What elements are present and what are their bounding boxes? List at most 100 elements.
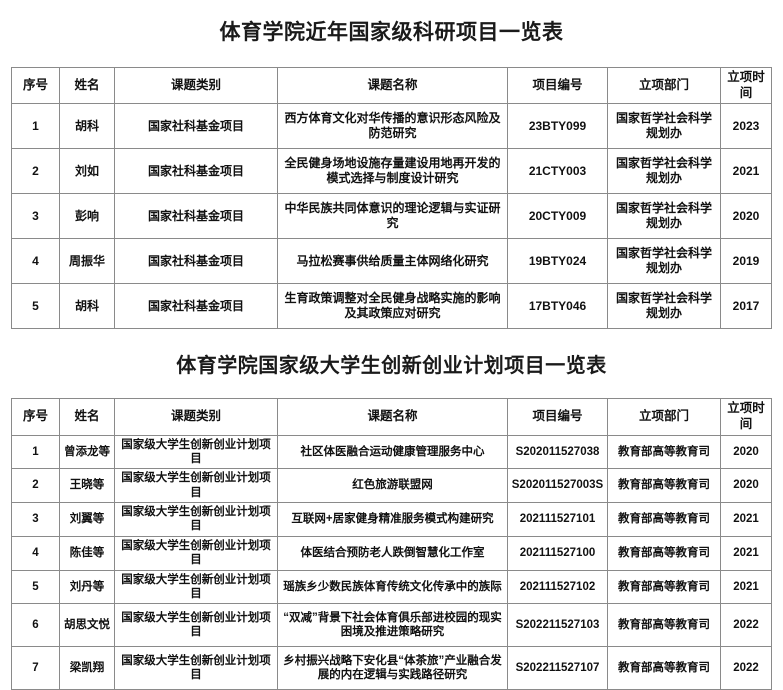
cell-project-title: 体医结合预防老人跌倒智慧化工作室 xyxy=(277,535,508,571)
cell-project-title: 全民健身场地设施存量建设用地再开发的模式选择与制度设计研究 xyxy=(277,148,508,195)
cell-code: S202011527003S xyxy=(507,468,608,503)
table-row: 7 梁凯翔 国家级大学生创新创业计划项目 乡村振兴战略下安化县“体茶旅”产业融合… xyxy=(11,646,772,690)
column-header-year: 立项时间 xyxy=(720,67,772,105)
cell-department: 国家哲学社会科学规划办 xyxy=(607,238,721,285)
cell-category: 国家社科基金项目 xyxy=(114,148,278,195)
column-header-name: 姓名 xyxy=(59,67,115,105)
cell-year: 2020 xyxy=(720,434,772,470)
table-row: 3 刘翼等 国家级大学生创新创业计划项目 互联网+居家健身精准服务模式构建研究 … xyxy=(11,502,772,537)
cell-category: 国家级大学生创新创业计划项目 xyxy=(114,535,278,571)
cell-department: 教育部高等教育司 xyxy=(607,502,721,537)
cell-project-title: 生育政策调整对全民健身战略实施的影响及其政策应对研究 xyxy=(277,283,508,330)
cell-name: 胡科 xyxy=(59,103,115,150)
cell-project-title: 瑶族乡少数民族体育传统文化传承中的族际 xyxy=(277,569,508,605)
cell-code: 21CTY003 xyxy=(507,148,608,195)
cell-category: 国家级大学生创新创业计划项目 xyxy=(114,646,278,690)
cell-category: 国家级大学生创新创业计划项目 xyxy=(114,502,278,537)
cell-year: 2021 xyxy=(720,148,772,195)
cell-department: 国家哲学社会科学规划办 xyxy=(607,193,721,240)
cell-code: S202211527103 xyxy=(507,603,608,648)
cell-year: 2022 xyxy=(720,603,772,648)
cell-code: 202111527101 xyxy=(507,502,608,537)
column-header-category: 课题类别 xyxy=(114,67,278,105)
column-header-name: 姓名 xyxy=(59,398,115,436)
page-title-research: 体育学院近年国家级科研项目一览表 xyxy=(219,21,564,45)
cell-name: 胡思文悦 xyxy=(59,603,115,648)
cell-name: 刘如 xyxy=(59,148,115,195)
cell-code: 23BTY099 xyxy=(507,103,608,150)
column-header-no: 序号 xyxy=(11,398,60,436)
document-page: 体育学院近年国家级科研项目一览表 序号 姓名 课题类别 课题名称 项目编号 立项… xyxy=(0,14,783,690)
column-header-department: 立项部门 xyxy=(607,67,721,105)
cell-department: 教育部高等教育司 xyxy=(607,535,721,571)
cell-no: 4 xyxy=(11,238,60,285)
cell-project-title: 乡村振兴战略下安化县“体茶旅”产业融合发展的内在逻辑与实践路径研究 xyxy=(277,646,508,690)
column-header-code: 项目编号 xyxy=(507,67,608,105)
cell-year: 2019 xyxy=(720,238,772,285)
column-header-year: 立项时间 xyxy=(720,398,772,436)
table-header-row: 序号 姓名 课题类别 课题名称 项目编号 立项部门 立项时间 xyxy=(11,67,772,105)
cell-category: 国家级大学生创新创业计划项目 xyxy=(114,569,278,605)
cell-name: 陈佳等 xyxy=(59,535,115,571)
cell-project-title: 互联网+居家健身精准服务模式构建研究 xyxy=(277,502,508,537)
cell-project-title: “双减”背景下社会体育俱乐部进校园的现实困境及推进策略研究 xyxy=(277,603,508,648)
cell-code: 17BTY046 xyxy=(507,283,608,330)
cell-project-title: 西方体育文化对华传播的意识形态风险及防范研究 xyxy=(277,103,508,150)
cell-project-title: 中华民族共同体意识的理论逻辑与实证研究 xyxy=(277,193,508,240)
cell-name: 王晓等 xyxy=(59,468,115,503)
cell-code: S202011527038 xyxy=(507,434,608,470)
cell-category: 国家社科基金项目 xyxy=(114,193,278,240)
cell-no: 3 xyxy=(11,502,60,537)
innovation-projects-table: 序号 姓名 课题类别 课题名称 项目编号 立项部门 立项时间 1 曾添龙等 国家… xyxy=(11,398,772,690)
cell-name: 刘翼等 xyxy=(59,502,115,537)
cell-department: 教育部高等教育司 xyxy=(607,468,721,503)
cell-project-title: 社区体医融合运动健康管理服务中心 xyxy=(277,434,508,470)
table-row: 1 曾添龙等 国家级大学生创新创业计划项目 社区体医融合运动健康管理服务中心 S… xyxy=(11,434,772,470)
table-row: 4 周振华 国家社科基金项目 马拉松赛事供给质量主体网络化研究 19BTY024… xyxy=(11,238,772,285)
cell-category: 国家级大学生创新创业计划项目 xyxy=(114,468,278,503)
column-header-title: 课题名称 xyxy=(277,398,508,436)
cell-year: 2021 xyxy=(720,535,772,571)
cell-year: 2020 xyxy=(720,193,772,240)
cell-no: 2 xyxy=(11,468,60,503)
cell-code: 202111527102 xyxy=(507,569,608,605)
cell-no: 5 xyxy=(11,569,60,605)
table-row: 2 刘如 国家社科基金项目 全民健身场地设施存量建设用地再开发的模式选择与制度设… xyxy=(11,148,772,195)
cell-project-title: 红色旅游联盟网 xyxy=(277,468,508,503)
column-header-department: 立项部门 xyxy=(607,398,721,436)
table-row: 3 彭响 国家社科基金项目 中华民族共同体意识的理论逻辑与实证研究 20CTY0… xyxy=(11,193,772,240)
cell-department: 教育部高等教育司 xyxy=(607,434,721,470)
cell-name: 曾添龙等 xyxy=(59,434,115,470)
table-row: 1 胡科 国家社科基金项目 西方体育文化对华传播的意识形态风险及防范研究 23B… xyxy=(11,103,772,150)
cell-project-title: 马拉松赛事供给质量主体网络化研究 xyxy=(277,238,508,285)
cell-code: S202211527107 xyxy=(507,646,608,690)
cell-name: 周振华 xyxy=(59,238,115,285)
table-header-row: 序号 姓名 课题类别 课题名称 项目编号 立项部门 立项时间 xyxy=(11,398,772,436)
cell-department: 教育部高等教育司 xyxy=(607,569,721,605)
cell-no: 7 xyxy=(11,646,60,690)
cell-department: 教育部高等教育司 xyxy=(607,603,721,648)
cell-year: 2021 xyxy=(720,569,772,605)
cell-code: 202111527100 xyxy=(507,535,608,571)
cell-name: 刘丹等 xyxy=(59,569,115,605)
cell-name: 胡科 xyxy=(59,283,115,330)
cell-name: 彭响 xyxy=(59,193,115,240)
cell-year: 2023 xyxy=(720,103,772,150)
cell-department: 国家哲学社会科学规划办 xyxy=(607,103,721,150)
cell-no: 5 xyxy=(11,283,60,330)
cell-name: 梁凯翔 xyxy=(59,646,115,690)
cell-no: 1 xyxy=(11,103,60,150)
cell-category: 国家级大学生创新创业计划项目 xyxy=(114,603,278,648)
column-header-no: 序号 xyxy=(11,67,60,105)
table-row: 6 胡思文悦 国家级大学生创新创业计划项目 “双减”背景下社会体育俱乐部进校园的… xyxy=(11,603,772,648)
column-header-code: 项目编号 xyxy=(507,398,608,436)
research-projects-table: 序号 姓名 课题类别 课题名称 项目编号 立项部门 立项时间 1 胡科 国家社科… xyxy=(11,67,772,330)
cell-no: 2 xyxy=(11,148,60,195)
cell-category: 国家社科基金项目 xyxy=(114,238,278,285)
cell-category: 国家级大学生创新创业计划项目 xyxy=(114,434,278,470)
cell-department: 教育部高等教育司 xyxy=(607,646,721,690)
cell-category: 国家社科基金项目 xyxy=(114,103,278,150)
cell-no: 1 xyxy=(11,434,60,470)
table-row: 5 刘丹等 国家级大学生创新创业计划项目 瑶族乡少数民族体育传统文化传承中的族际… xyxy=(11,569,772,605)
cell-department: 国家哲学社会科学规划办 xyxy=(607,283,721,330)
